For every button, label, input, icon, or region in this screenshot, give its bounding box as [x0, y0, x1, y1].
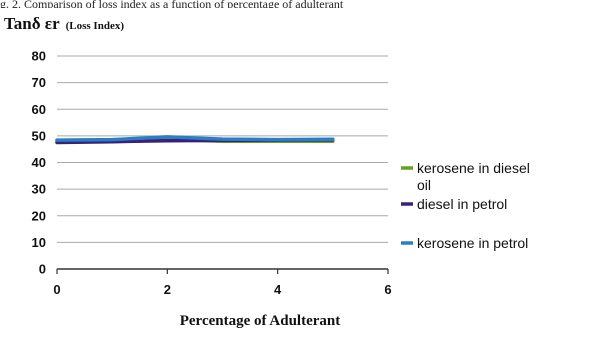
legend-label-3: kerosene in petrol [417, 235, 528, 251]
x-axis-label: Percentage of Adulterant [179, 313, 341, 329]
y-tick-label-70: 70 [32, 75, 46, 90]
caption-fragment: g. 2. Comparison of loss index as a func… [0, 0, 344, 8]
y-axis-label-suffix: (Loss Index) [65, 20, 124, 32]
y-tick-label-30: 30 [32, 182, 46, 197]
y-tick-label-20: 20 [32, 208, 46, 223]
axis-layer: 0 10 20 30 40 50 60 70 80 0 2 4 6 [32, 49, 392, 298]
grid-layer [57, 55, 388, 243]
y-tick-label-80: 80 [32, 49, 46, 64]
y-axis-title: Tanδ εr (Loss Index) [4, 14, 124, 34]
series-layer [55, 135, 335, 145]
series-line-3 [55, 135, 335, 142]
x-tick-label-2: 2 [164, 282, 171, 297]
y-tick-label-40: 40 [32, 155, 46, 170]
y-axis-label: Tanδ εr [4, 14, 60, 33]
y-tick-label-10: 10 [32, 235, 46, 250]
y-tick-label-60: 60 [32, 102, 46, 117]
y-tick-label-50: 50 [32, 128, 46, 143]
y-tick-label-0: 0 [39, 262, 46, 277]
x-tick-label-0: 0 [53, 282, 60, 297]
x-tick-label-4: 4 [274, 282, 282, 297]
legend: kerosene in diesel oil diesel in petrol ker… [401, 160, 530, 251]
legend-label-2: diesel in petrol [417, 196, 507, 212]
x-tick-label-6: 6 [384, 282, 391, 297]
legend-label-1: kerosene in diesel oil [417, 160, 530, 193]
